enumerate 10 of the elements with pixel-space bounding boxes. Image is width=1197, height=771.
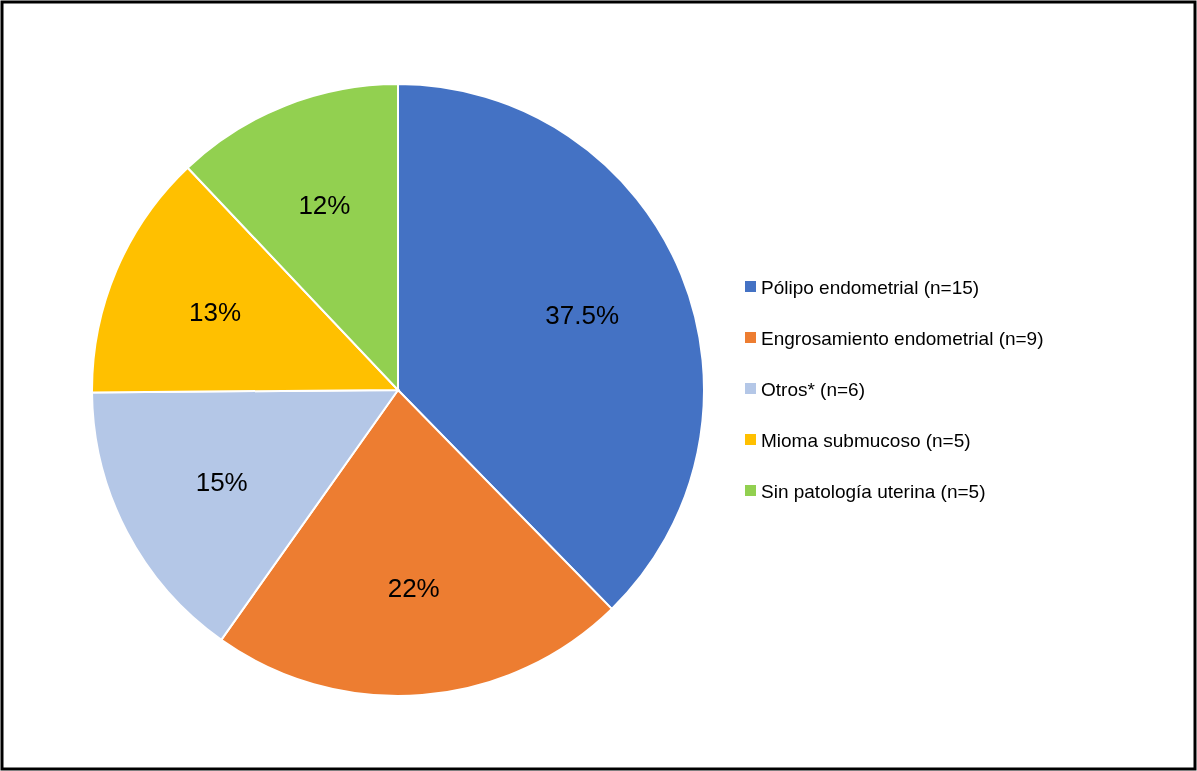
legend-label: Pólipo endometrial (n=15) [761, 276, 980, 298]
data-label: 37.5% [545, 299, 620, 330]
legend-label: Sin patología uterina (n=5) [761, 480, 986, 502]
legend-label: Mioma submucoso (n=5) [761, 429, 971, 451]
data-label: 22% [387, 573, 440, 604]
data-label: 13% [188, 297, 242, 328]
data-label: 12% [298, 190, 351, 221]
legend-label: Otros* (n=6) [761, 378, 866, 400]
legend-label: Engrosamiento endometrial (n=9) [761, 327, 1044, 349]
data-label: 15% [195, 467, 248, 498]
